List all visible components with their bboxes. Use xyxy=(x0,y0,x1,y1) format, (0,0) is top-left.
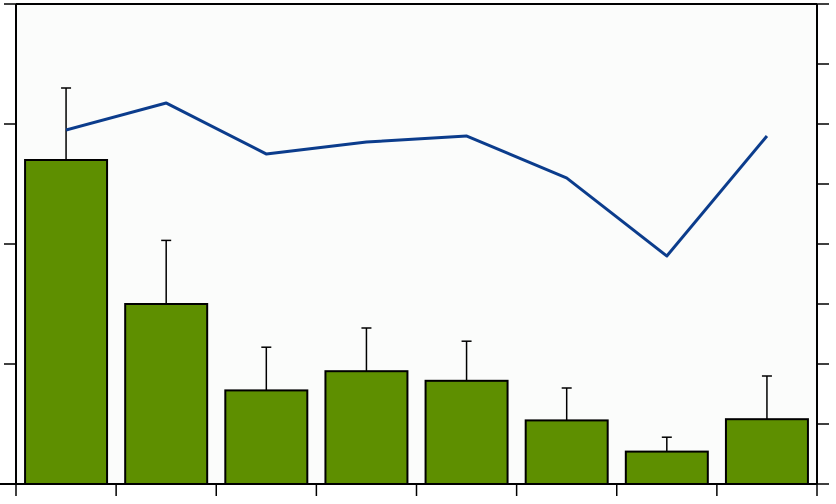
bar xyxy=(24,159,109,485)
bar xyxy=(224,389,309,485)
bar xyxy=(624,450,709,486)
bar xyxy=(424,379,509,485)
line-series xyxy=(65,101,769,258)
bar xyxy=(524,419,609,485)
axes-layer xyxy=(0,3,829,496)
bar xyxy=(724,418,809,486)
bar xyxy=(324,370,409,486)
line-layer xyxy=(65,101,769,258)
bars-layer xyxy=(24,159,809,486)
bar xyxy=(124,303,209,485)
error-bars-layer xyxy=(61,87,772,452)
